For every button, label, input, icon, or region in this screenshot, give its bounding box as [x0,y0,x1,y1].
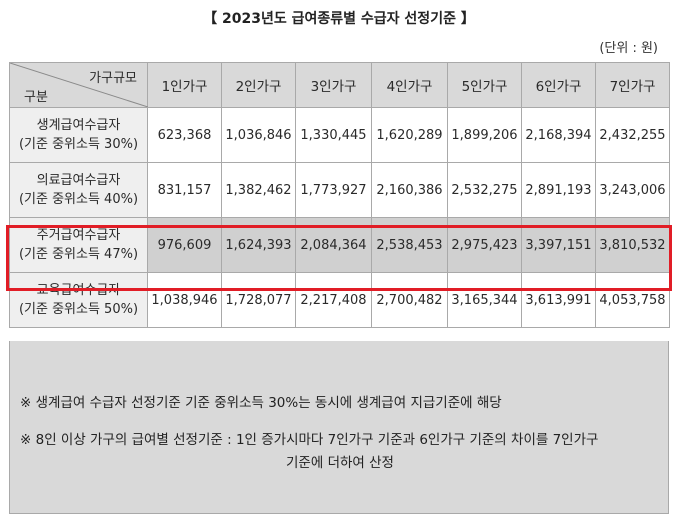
table-cell: 2,168,394 [521,107,596,163]
row-header: 주거급여수급자 (기준 중위소득 47%) [9,217,148,273]
row-label-line2: (기준 중위소득 47%) [18,247,139,262]
table-row-education: 교육급여수급자 (기준 중위소득 50%) 1,038,946 1,728,07… [9,272,670,328]
corner-header-cell: 가구규모 구분 [9,62,148,108]
table-cell: 2,217,408 [295,272,372,328]
row-header: 교육급여수급자 (기준 중위소득 50%) [9,272,148,328]
row-label-line2: (기준 중위소득 50%) [18,302,139,317]
column-header: 7인가구 [595,62,670,108]
table-cell: 2,975,423 [447,217,522,273]
table-cell: 1,899,206 [447,107,522,163]
row-label-line2: (기준 중위소득 30%) [18,137,139,152]
table-cell: 1,038,946 [147,272,222,328]
table-cell: 1,382,462 [221,162,296,218]
table-row-livelihood: 생계급여수급자 (기준 중위소득 30%) 623,368 1,036,846 … [9,107,670,163]
note-large-household-line1: ※ 8인 이상 가구의 급여별 선정기준 : 1인 증가시마다 7인가구 기준과… [20,432,599,448]
table-cell: 2,891,193 [521,162,596,218]
table-cell: 2,432,255 [595,107,670,163]
unit-label: (단위 : 원) [599,41,658,56]
row-header: 생계급여수급자 (기준 중위소득 30%) [9,107,148,163]
column-header: 2인가구 [221,62,296,108]
table-cell: 2,538,453 [371,217,448,273]
table-cell: 3,613,991 [521,272,596,328]
table-cell: 831,157 [147,162,222,218]
table-cell: 1,330,445 [295,107,372,163]
table-cell: 3,165,344 [447,272,522,328]
table-cell: 623,368 [147,107,222,163]
column-header: 3인가구 [295,62,372,108]
note-large-household-line2: 기준에 더하여 산정 [286,455,394,471]
selection-criteria-table: 가구규모 구분 1인가구 2인가구 3인가구 4인가구 5인가구 6인가구 7인… [9,62,670,328]
column-header: 1인가구 [147,62,222,108]
note-livelihood: ※ 생계급여 수급자 선정기준 기준 중위소득 30%는 동시에 생계급여 지급… [20,395,502,411]
table-cell: 1,624,393 [221,217,296,273]
table-cell: 976,609 [147,217,222,273]
table-cell: 2,700,482 [371,272,448,328]
row-label-line1: 의료급여수급자 [36,173,121,188]
column-header: 5인가구 [447,62,522,108]
row-header: 의료급여수급자 (기준 중위소득 40%) [9,162,148,218]
note-large-household: ※ 8인 이상 가구의 급여별 선정기준 : 1인 증가시마다 7인가구 기준과… [20,429,660,475]
table-cell: 3,810,532 [595,217,670,273]
corner-label-category: 구분 [24,90,48,105]
page-title: 【 2023년도 급여종류별 수급자 선정기준 】 [203,11,475,27]
table-cell: 1,620,289 [371,107,448,163]
header-row: 가구규모 구분 1인가구 2인가구 3인가구 4인가구 5인가구 6인가구 7인… [9,62,670,108]
table-cell: 2,532,275 [447,162,522,218]
row-label-line1: 주거급여수급자 [36,228,121,243]
table-cell: 4,053,758 [595,272,670,328]
table-row-medical: 의료급여수급자 (기준 중위소득 40%) 831,157 1,382,462 … [9,162,670,218]
column-header: 4인가구 [371,62,448,108]
table-cell: 2,160,386 [371,162,448,218]
notes-box: ※ 생계급여 수급자 선정기준 기준 중위소득 30%는 동시에 생계급여 지급… [9,341,669,514]
row-label-line2: (기준 중위소득 40%) [18,192,139,207]
table-cell: 3,397,151 [521,217,596,273]
column-header: 6인가구 [521,62,596,108]
table-row-housing: 주거급여수급자 (기준 중위소득 47%) 976,609 1,624,393 … [9,217,670,273]
row-label-line1: 생계급여수급자 [36,118,121,133]
table-cell: 2,084,364 [295,217,372,273]
table-cell: 1,773,927 [295,162,372,218]
table-cell: 1,728,077 [221,272,296,328]
table-cell: 1,036,846 [221,107,296,163]
corner-label-household-size: 가구규모 [89,71,137,86]
diagonal-divider [10,63,148,107]
row-label-line1: 교육급여수급자 [36,283,121,298]
table-cell: 3,243,006 [595,162,670,218]
